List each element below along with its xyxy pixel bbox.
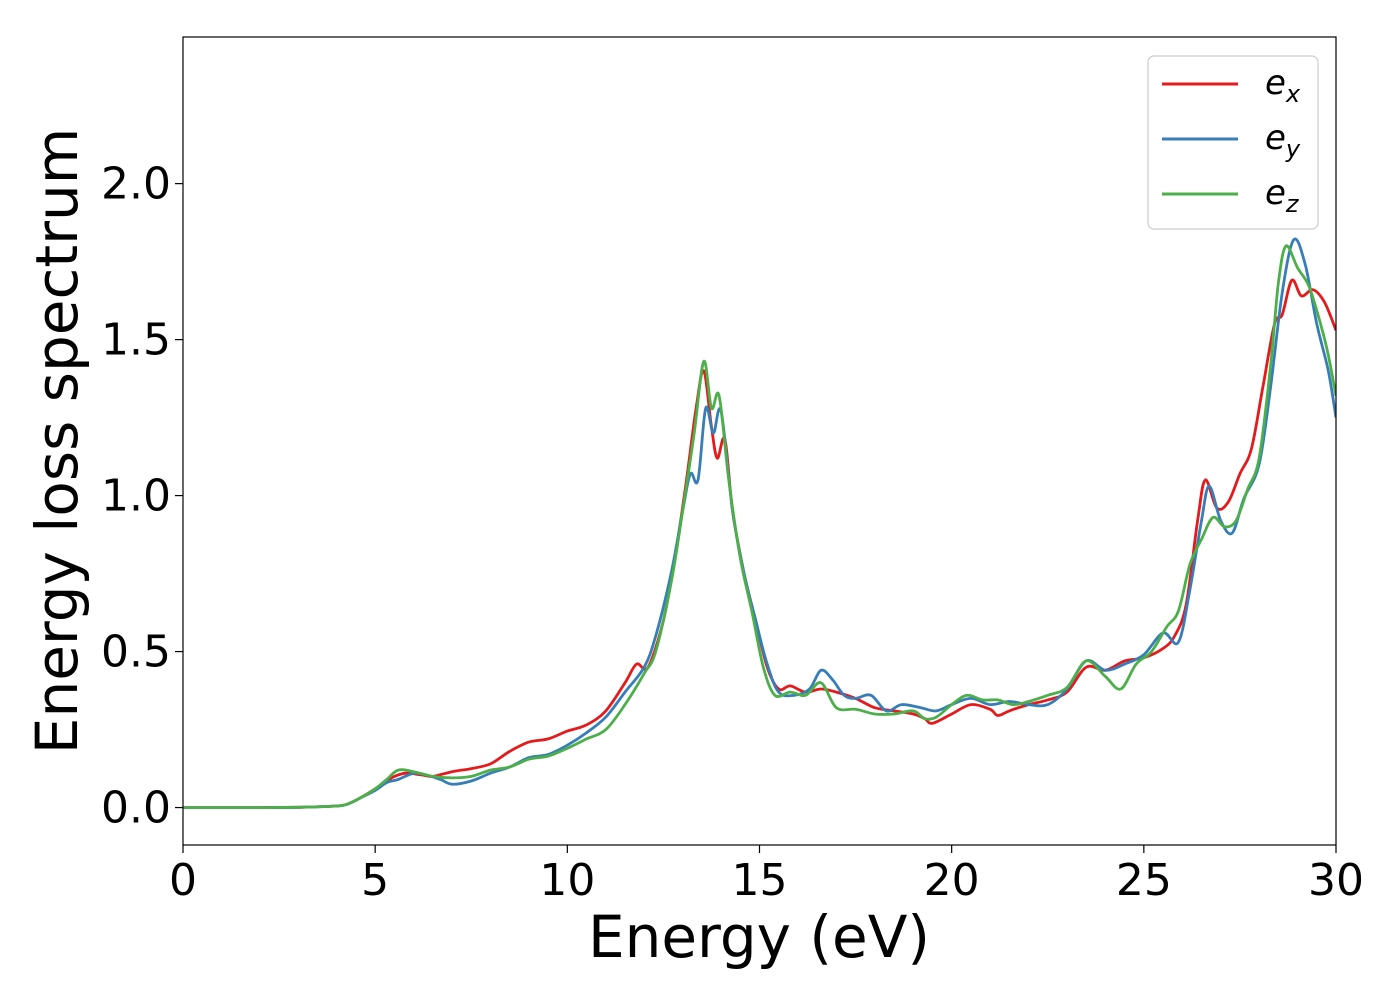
y-axis-title: Energy loss spectrum (23, 128, 91, 754)
series-layer (183, 237, 1336, 810)
legend-box (1147, 55, 1319, 230)
y-tick-label: 1.0 (101, 471, 171, 522)
x-tick-label: 30 (1308, 855, 1364, 906)
ticks-layer: 0 5 10 15 20 25 30 0.0 0.5 1.0 1.5 2.0 (101, 159, 1364, 906)
legend: ex ey ez (1147, 55, 1319, 230)
series-line-x (183, 278, 1336, 810)
y-tick-label: 2.0 (101, 159, 171, 210)
y-tick-label: 1.5 (101, 315, 171, 366)
y-tick-label: 0.0 (101, 783, 171, 834)
y-tick-label: 0.5 (101, 627, 171, 678)
x-axis-title: Energy (eV) (588, 903, 930, 971)
series-line-z (183, 244, 1336, 810)
x-tick-label: 20 (924, 855, 980, 906)
x-tick-label: 0 (169, 855, 197, 906)
x-tick-label: 5 (361, 855, 389, 906)
legend-label-z: ez (1265, 173, 1300, 218)
series-line-y (183, 237, 1336, 810)
legend-label-x: ex (1265, 63, 1301, 108)
legend-label-y: ey (1265, 118, 1301, 163)
x-tick-label: 15 (732, 855, 788, 906)
x-tick-label: 25 (1116, 855, 1172, 906)
x-tick-label: 10 (539, 855, 595, 906)
